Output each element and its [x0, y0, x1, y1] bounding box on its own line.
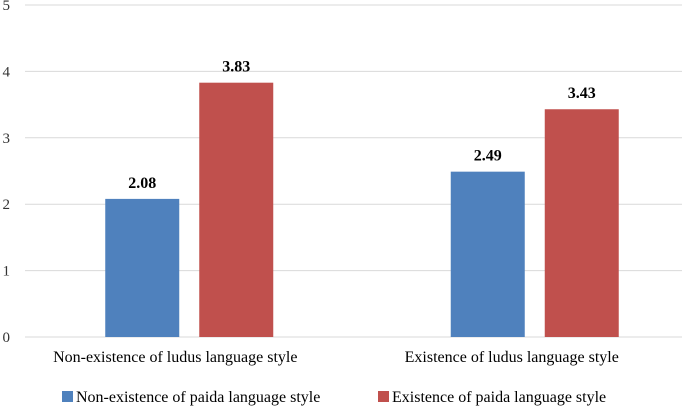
legend-label: Existence of paida language style	[392, 389, 606, 406]
bar	[544, 109, 619, 337]
y-axis: 0 1 2 3 4 5	[3, 0, 11, 346]
y-tick-label: 4	[3, 64, 11, 80]
bar	[105, 198, 180, 337]
bars	[105, 82, 619, 337]
y-tick-label: 3	[3, 131, 11, 147]
legend-label: Non-existence of paida language style	[76, 389, 320, 406]
x-category-label: Existence of ludus language style	[405, 349, 619, 366]
y-tick-label: 5	[3, 0, 11, 14]
y-tick-label: 1	[3, 264, 11, 280]
y-tick-label: 0	[3, 330, 11, 346]
data-labels: 2.08 3.83 2.49 3.43	[128, 59, 596, 192]
legend: Non-existence of paida language style Exi…	[62, 389, 606, 406]
legend-swatch	[62, 391, 73, 402]
bar	[199, 82, 274, 337]
data-label: 3.43	[568, 85, 596, 102]
data-label: 3.83	[222, 59, 250, 76]
x-axis: Non-existence of ludus language style Exi…	[53, 349, 619, 366]
data-label: 2.08	[128, 175, 156, 192]
bar	[450, 171, 525, 337]
y-tick-label: 2	[3, 197, 11, 213]
data-label: 2.49	[474, 148, 502, 165]
legend-swatch	[378, 391, 389, 402]
x-category-label: Non-existence of ludus language style	[53, 349, 297, 366]
